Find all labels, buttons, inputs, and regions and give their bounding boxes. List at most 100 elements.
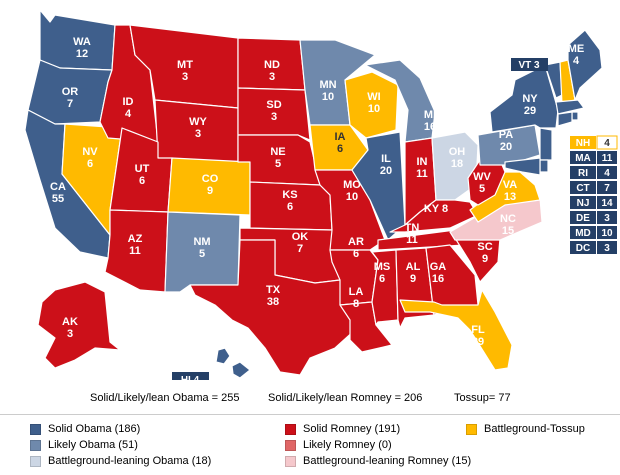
state-ri[interactable] <box>571 111 579 121</box>
label-ks: KS 6 <box>282 189 297 213</box>
state-ky[interactable] <box>389 199 479 233</box>
small-state-abbr-nh: NH <box>576 138 590 149</box>
label-oh: OH 18 <box>449 146 466 170</box>
small-state-ev-box <box>596 135 618 150</box>
label-tn: TN 11 <box>405 222 420 246</box>
label-mt: MT 3 <box>177 59 193 83</box>
label-sd: SD 3 <box>266 99 281 123</box>
label-ak: AK 3 <box>62 316 78 340</box>
legend-swatch <box>285 439 296 451</box>
small-state-ev-box <box>597 211 617 224</box>
state-sd[interactable] <box>237 87 311 141</box>
label-il: IL 20 <box>380 153 392 177</box>
state-ak[interactable] <box>37 281 121 369</box>
small-state-abbr-box <box>570 151 596 164</box>
label-fl: FL 29 <box>471 324 485 348</box>
small-state-ev-de: 3 <box>604 213 610 224</box>
state-ct[interactable] <box>557 111 573 127</box>
legend-label: Battleground-leaning Romney (15) <box>303 455 472 467</box>
legend-lean-romney: Battleground-leaning Romney (15) <box>285 454 471 468</box>
legend-likely-romney: Likely Romney (0) <box>285 438 392 452</box>
state-md[interactable] <box>504 157 541 176</box>
small-state-ev-nj: 14 <box>601 198 613 209</box>
label-or: OR 7 <box>62 86 79 110</box>
small-state-abbr-box <box>570 226 596 239</box>
legend-swatch <box>30 439 41 451</box>
state-tx[interactable] <box>189 239 356 376</box>
vt-label-box <box>511 58 548 71</box>
state-wi[interactable] <box>344 71 399 139</box>
small-state-ev-box <box>597 181 617 194</box>
electoral-map: WA 12 OR 7 CA 55 NV 6 ID 4 MT 3 WY 3 UT 6 AZ 11 C… <box>24 9 618 380</box>
small-state-ev-ri: 4 <box>604 168 610 179</box>
label-ia: IA 6 <box>335 131 346 155</box>
state-me[interactable] <box>567 29 603 101</box>
label-sc: SC 9 <box>477 241 492 265</box>
legend-swatch <box>285 423 296 435</box>
legend-swatch <box>30 423 41 435</box>
small-state-abbr-ri: RI <box>578 168 588 179</box>
label-va: VA 13 <box>503 179 518 203</box>
label-in: IN 11 <box>416 156 428 180</box>
state-fl[interactable] <box>399 289 513 371</box>
legend-likely-obama: Likely Obama (51) <box>30 438 138 452</box>
label-id: ID 4 <box>123 96 134 120</box>
label-nv: NV 6 <box>82 146 98 170</box>
obama-total: Solid/Likely/lean Obama = 255 <box>90 392 240 404</box>
label-ny: NY 29 <box>522 93 538 117</box>
state-ny[interactable] <box>489 64 559 133</box>
label-ar: AR 6 <box>348 236 364 260</box>
label-ne: NE 5 <box>270 146 285 170</box>
label-nc: NC 15 <box>500 213 516 237</box>
small-state-ev-md: 10 <box>601 228 613 239</box>
small-state-ev-box <box>597 241 617 254</box>
label-nm: NM 5 <box>193 236 210 260</box>
label-mi: MI 16 <box>424 109 436 133</box>
label-ok: OK 7 <box>292 231 309 255</box>
legend-label: Likely Romney (0) <box>303 439 392 451</box>
state-de[interactable] <box>539 159 549 173</box>
small-state-abbr-de: DE <box>576 213 590 224</box>
small-state-abbr-box <box>570 196 596 209</box>
small-state-ev-box <box>597 226 617 239</box>
label-wy: WY 3 <box>189 116 207 140</box>
label-mo: MO 10 <box>343 179 361 203</box>
label-az: AZ 11 <box>128 233 143 257</box>
legend-swatch <box>466 423 477 435</box>
romney-total: Solid/Likely/lean Romney = 206 <box>268 392 423 404</box>
small-state-ev-ma: 11 <box>602 153 613 164</box>
label-wv: WV 5 <box>473 171 491 195</box>
electoral-totals: Solid/Likely/lean Obama = 255 Solid/Like… <box>0 392 620 410</box>
label-vt: VT 3 <box>518 60 540 71</box>
label-hi: HI 4 <box>181 375 200 380</box>
label-wi: WI 10 <box>367 91 380 115</box>
label-ut: UT 6 <box>135 163 150 187</box>
label-ms: MS 6 <box>374 261 391 285</box>
label-pa: PA 20 <box>499 129 514 153</box>
small-state-ev-nh: 4 <box>604 138 610 149</box>
small-state-ev-ct: 7 <box>604 183 610 194</box>
legend-solid-romney: Solid Romney (191) <box>285 422 400 436</box>
small-state-abbr-nj: NJ <box>577 198 590 209</box>
small-state-ev-box <box>597 166 617 179</box>
legend-label: Likely Obama (51) <box>48 439 138 451</box>
legend-lean-obama: Battleground-leaning Obama (18) <box>30 454 211 468</box>
label-nd: ND 3 <box>264 59 280 83</box>
small-state-abbr-dc: DC <box>576 243 590 254</box>
legend: Solid Obama (186) Likely Obama (51) Batt… <box>0 420 620 475</box>
legend-divider <box>0 414 620 415</box>
small-state-abbr-box <box>570 166 596 179</box>
small-state-ev-box <box>597 196 617 209</box>
state-nj[interactable] <box>539 127 553 161</box>
state-il[interactable] <box>351 131 406 241</box>
small-state-abbr-box <box>570 241 596 254</box>
hi-label-box <box>172 372 209 380</box>
legend-swatch <box>285 455 296 467</box>
small-state-ev-box <box>597 151 617 164</box>
label-ga: GA 16 <box>430 261 447 285</box>
label-ky: KY 8 <box>424 203 448 215</box>
small-state-ev-dc: 3 <box>604 243 610 254</box>
state-ma[interactable] <box>555 99 585 115</box>
small-state-abbr-box <box>570 211 596 224</box>
state-hi[interactable] <box>215 347 251 379</box>
